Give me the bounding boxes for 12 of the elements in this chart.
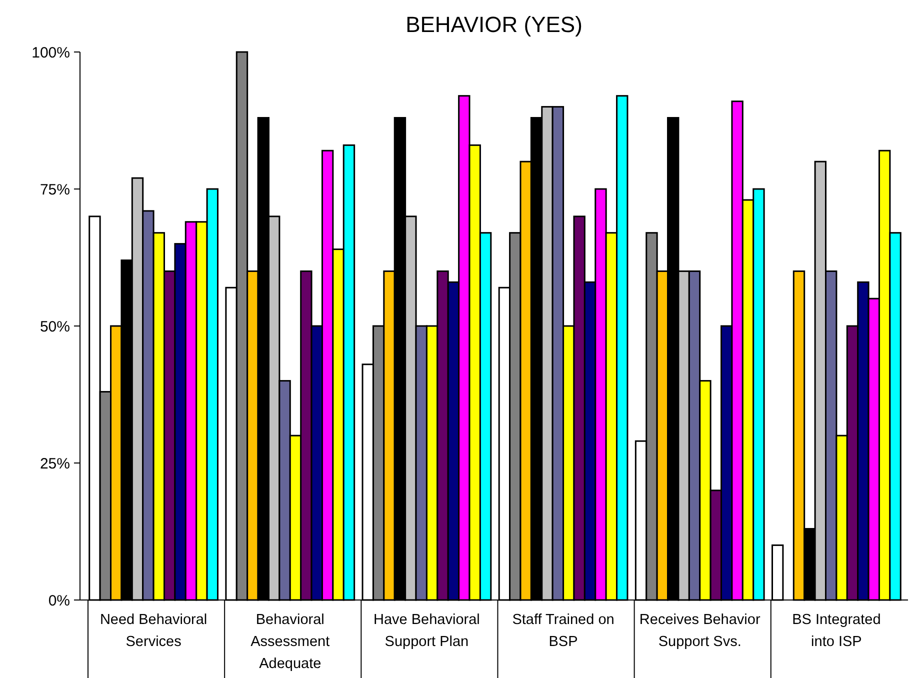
y-tick-label: 0%	[48, 592, 70, 610]
x-tick-label: Have Behavioral Support Plan	[374, 612, 480, 650]
x-tick-label: Staff Trained on BSP	[512, 612, 614, 650]
chart-title: BEHAVIOR (YES)	[406, 12, 582, 37]
x-tick-label: Receives Behavior Support Svs.	[639, 612, 760, 650]
y-tick-label: 50%	[40, 318, 70, 336]
y-tick-label: 100%	[32, 44, 70, 62]
y-tick-label: 75%	[40, 181, 70, 198]
x-tick-label: Behavioral Assessment Adequate	[250, 612, 330, 672]
x-tick-label: BS Integrated into ISP	[792, 612, 881, 650]
x-tick-label: Need Behavioral Services	[100, 612, 208, 650]
y-tick-label: 25%	[40, 455, 70, 472]
